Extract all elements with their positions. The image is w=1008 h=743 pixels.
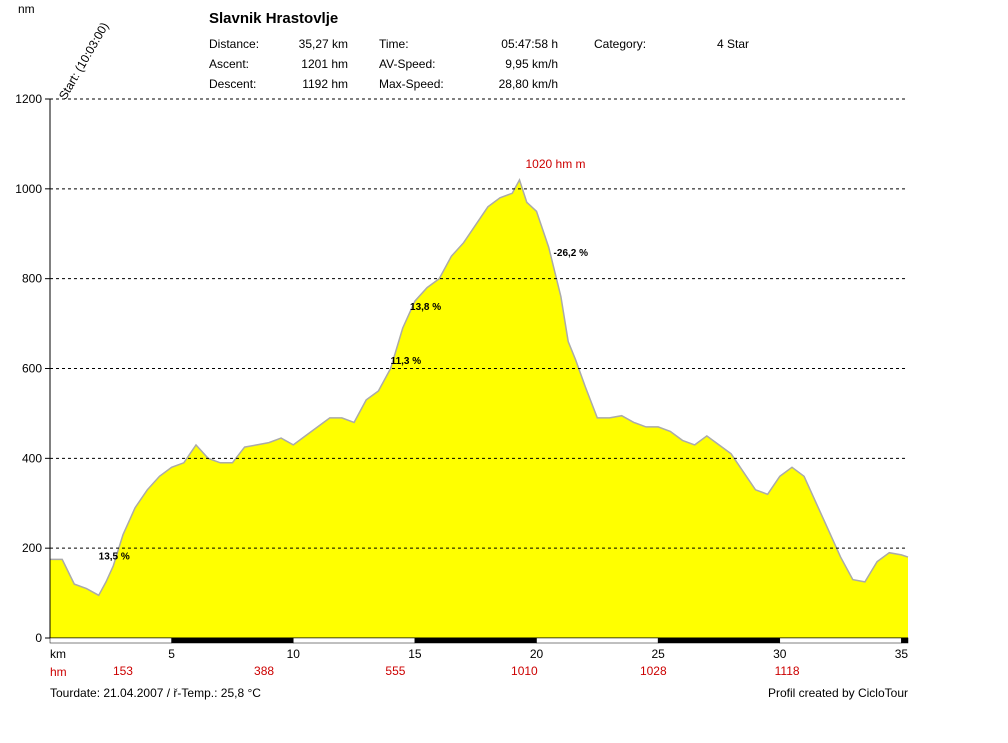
y-tick-label-200: 200 bbox=[22, 541, 42, 555]
grade-annotation-0: 13,5 % bbox=[99, 551, 130, 562]
credit-text: Profil created by CicloTour bbox=[767, 686, 908, 700]
hm-value-4: 1028 bbox=[640, 664, 667, 678]
x-axis-scale-segment-4 bbox=[536, 637, 659, 644]
category-value: 4 Star bbox=[717, 37, 750, 51]
av-speed-label: AV-Speed: bbox=[379, 57, 436, 71]
elevation-area bbox=[50, 179, 908, 638]
descent-label: Descent: bbox=[209, 77, 257, 91]
ascent-label: Ascent: bbox=[209, 57, 250, 71]
x-axis-scale-segment-1 bbox=[171, 637, 294, 644]
tour-date: Tourdate: 21.04.2007 / ř-Temp.: 25,8 °C bbox=[50, 686, 261, 700]
y-tick-label-1200: 1200 bbox=[15, 92, 42, 106]
hm-value-0: 153 bbox=[113, 664, 133, 678]
y-tick-label-800: 800 bbox=[22, 272, 42, 286]
grade-annotation-1: 11,3 % bbox=[391, 356, 422, 367]
x-tick-label-15: 15 bbox=[408, 647, 422, 661]
time-value: 05:47:58 h bbox=[501, 37, 558, 51]
time-label: Time: bbox=[379, 37, 409, 51]
y-tick-label-600: 600 bbox=[22, 362, 42, 376]
y-unit-label: nm bbox=[18, 2, 35, 16]
chart-title: Slavnik Hrastovlje bbox=[209, 10, 339, 27]
x-axis-scale-segment-5 bbox=[657, 637, 781, 644]
x-tick-label-25: 25 bbox=[651, 647, 665, 661]
distance-label: Distance: bbox=[209, 37, 260, 51]
x-tick-label-5: 5 bbox=[168, 647, 175, 661]
x-axis-unit-label: km bbox=[50, 647, 66, 661]
max-speed-value: 28,80 km/h bbox=[498, 77, 558, 91]
x-axis-scale-segment-7 bbox=[901, 637, 909, 644]
grade-annotation-2: 13,8 % bbox=[410, 302, 441, 313]
max-speed-label: Max-Speed: bbox=[379, 77, 444, 91]
peak-label: 1020 hm m bbox=[526, 157, 586, 171]
hm-row-label: hm bbox=[50, 665, 67, 679]
x-tick-label-20: 20 bbox=[530, 647, 544, 661]
distance-value: 35,27 km bbox=[298, 37, 348, 51]
ascent-value: 1201 hm bbox=[301, 57, 348, 71]
x-tick-label-10: 10 bbox=[287, 647, 301, 661]
category-label: Category: bbox=[594, 37, 647, 51]
grade-annotation-3: -26,2 % bbox=[554, 248, 589, 259]
x-tick-label-30: 30 bbox=[773, 647, 787, 661]
descent-value: 1192 hm bbox=[302, 77, 348, 91]
av-speed-value: 9,95 km/h bbox=[505, 57, 558, 71]
x-axis-scale-segment-3 bbox=[414, 637, 537, 644]
hm-value-1: 388 bbox=[254, 664, 274, 678]
hm-value-3: 1010 bbox=[511, 664, 538, 678]
y-tick-label-400: 400 bbox=[22, 451, 42, 465]
x-axis-scale-segment-2 bbox=[293, 637, 416, 644]
y-tick-label-1000: 1000 bbox=[15, 182, 42, 196]
y-tick-label-0: 0 bbox=[35, 631, 42, 645]
hm-value-5: 1118 bbox=[775, 664, 800, 678]
x-axis-scale-segment-6 bbox=[779, 637, 902, 644]
x-axis-scale-segment-0 bbox=[49, 637, 172, 644]
x-tick-label-35: 35 bbox=[895, 647, 909, 661]
hm-value-2: 555 bbox=[385, 664, 405, 678]
elevation-line bbox=[50, 178, 909, 597]
